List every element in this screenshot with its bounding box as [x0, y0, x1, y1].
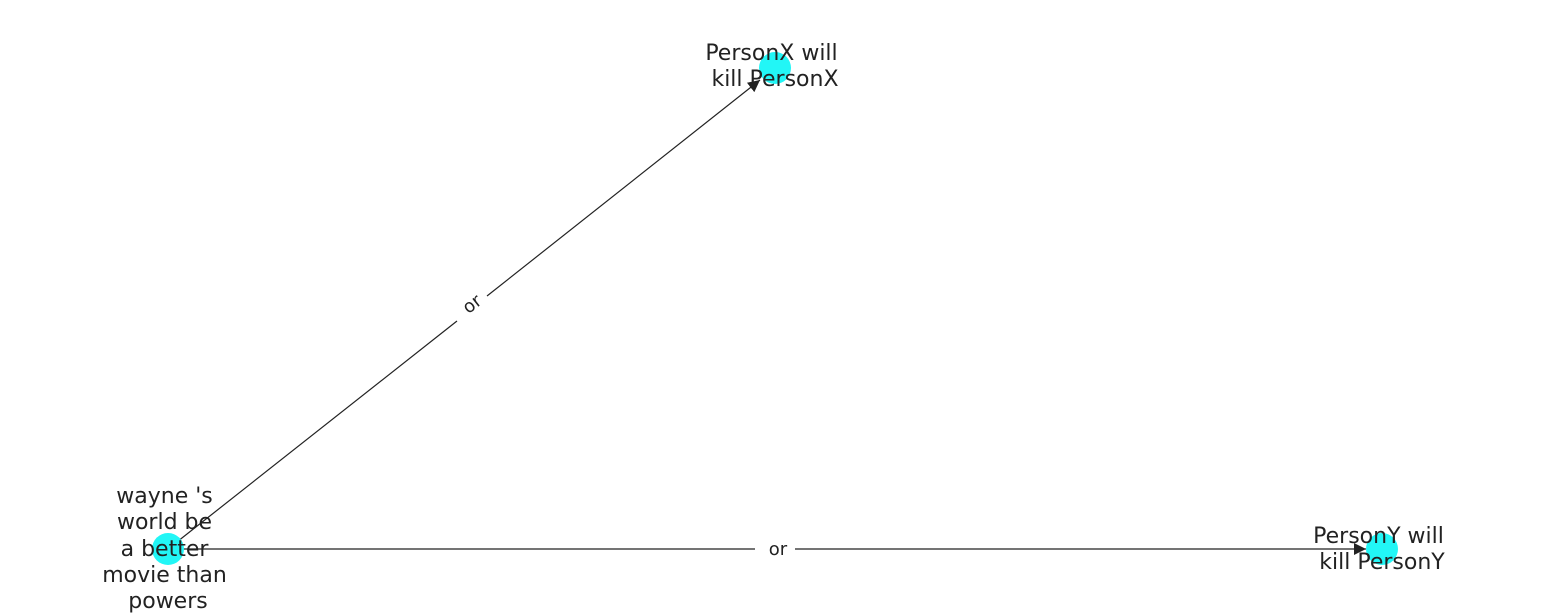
node-persony: PersonY will kill PersonY	[1313, 524, 1451, 575]
edge-line	[486, 79, 761, 297]
node-label-line: PersonX will	[705, 41, 837, 66]
edge-label: or	[769, 539, 788, 560]
node-circle	[759, 52, 791, 84]
edge-source-to-persony: or	[168, 539, 1366, 560]
edge-line	[167, 320, 458, 550]
node-label-line: a better	[121, 537, 210, 562]
node-label-line: wayne 's	[116, 484, 212, 509]
edge-label: or	[459, 290, 487, 318]
node-label: wayne 's world be a better movie than po…	[102, 484, 234, 614]
node-circle	[1366, 533, 1398, 565]
node-label-line: movie than	[102, 563, 227, 588]
node-label: PersonX will kill PersonX	[705, 41, 844, 92]
node-personx: PersonX will kill PersonX	[705, 41, 844, 92]
node-label-line: PersonY will	[1313, 524, 1444, 549]
node-source: wayne 's world be a better movie than po…	[102, 484, 234, 614]
node-circle	[152, 533, 184, 565]
node-label: PersonY will kill PersonY	[1313, 524, 1451, 575]
edge-source-to-personx: or	[167, 79, 761, 550]
node-label-line: world be	[117, 510, 212, 535]
node-label-line: kill PersonX	[711, 67, 838, 92]
node-label-line: powers	[128, 589, 207, 614]
node-label-line: kill PersonY	[1319, 550, 1445, 575]
